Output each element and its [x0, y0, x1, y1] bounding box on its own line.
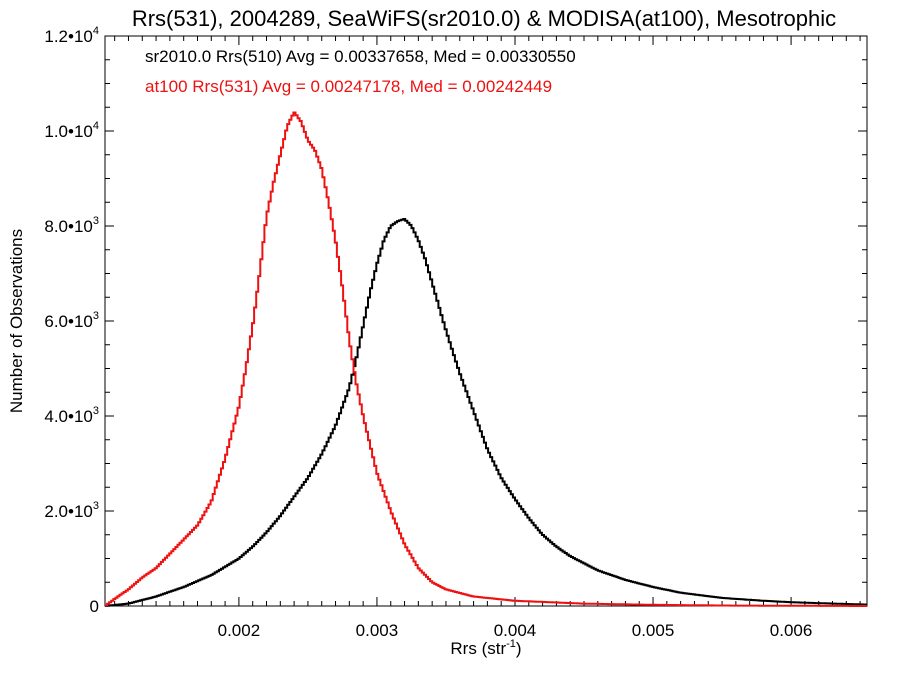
x-tick-label: 0.003 — [356, 621, 399, 640]
y-tick-label: 0 — [90, 597, 99, 616]
data-series — [105, 111, 867, 607]
x-tick-label: 0.002 — [218, 621, 261, 640]
x-ticks: 0.002 0.003 0.004 0.005 0.006 — [114, 36, 861, 640]
x-tick-label: 0.004 — [494, 621, 537, 640]
x-axis-label: Rrs (str-1) — [450, 638, 521, 658]
y-tick-label: 4.0•103 — [44, 405, 99, 426]
y-ticks: 0 2.0•103 4.0•103 6.0•103 8.0•103 1.0•104 1.2•… — [44, 25, 867, 616]
y-tick-label: 8.0•103 — [44, 215, 99, 236]
x-tick-label: 0.006 — [770, 621, 813, 640]
legend-entry-black: sr2010.0 Rrs(510) Avg = 0.00337658, Med … — [145, 47, 576, 66]
plot-frame — [104, 35, 868, 607]
series-line-black — [105, 218, 867, 607]
y-tick-label: 2.0•103 — [44, 500, 99, 521]
y-axis-label: Number of Observations — [7, 229, 26, 413]
legend-entry-red: at100 Rrs(531) Avg = 0.00247178, Med = 0… — [145, 77, 552, 96]
x-tick-label: 0.005 — [632, 621, 675, 640]
chart-title: Rrs(531), 2004289, SeaWiFS(sr2010.0) & M… — [132, 6, 836, 31]
y-tick-label: 1.2•104 — [44, 25, 99, 46]
y-tick-label: 6.0•103 — [44, 310, 99, 331]
series-line-red — [105, 111, 867, 607]
y-tick-label: 1.0•104 — [44, 120, 99, 141]
